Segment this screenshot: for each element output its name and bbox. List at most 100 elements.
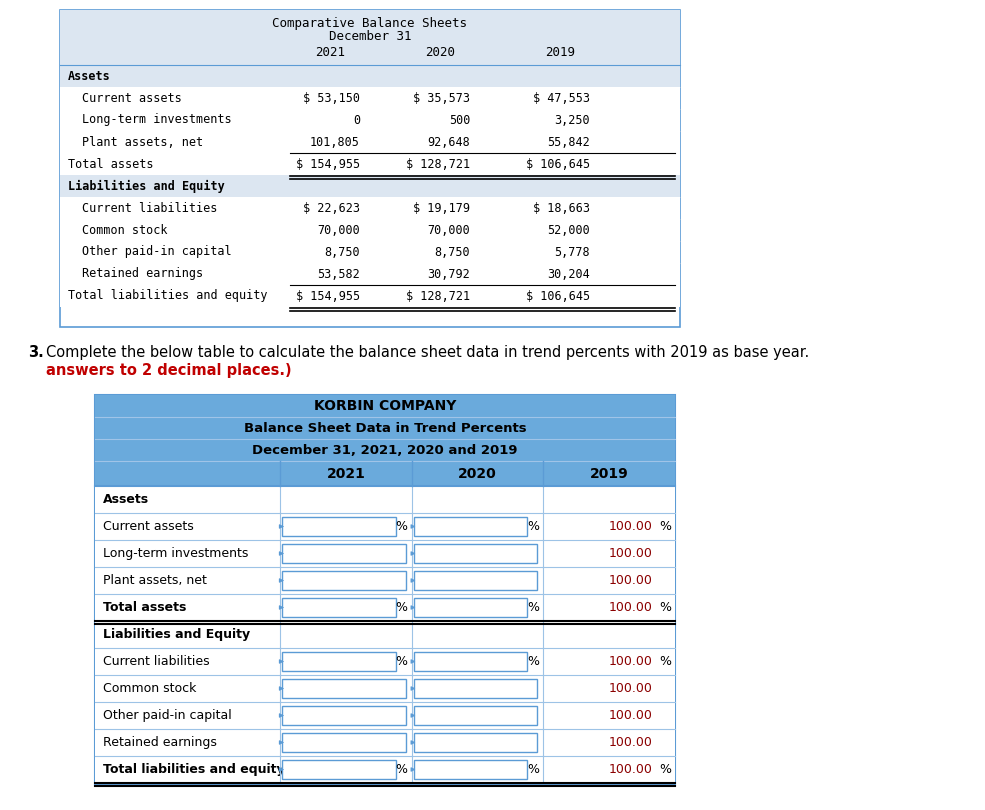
Text: Complete the below table to calculate the balance sheet data in trend percents w: Complete the below table to calculate th…	[46, 345, 810, 360]
Text: %: %	[659, 520, 671, 533]
Text: December 31: December 31	[329, 31, 412, 44]
Text: 2021: 2021	[326, 467, 365, 480]
Bar	[95, 756, 675, 783]
Text: Common stock: Common stock	[82, 224, 167, 237]
Text: 100.00: 100.00	[609, 520, 653, 533]
Bar	[60, 10, 680, 327]
Text: Total liabilities and equity: Total liabilities and equity	[103, 763, 285, 776]
Text: 100.00: 100.00	[609, 736, 653, 749]
Bar	[60, 241, 680, 263]
Bar	[95, 461, 675, 486]
Bar	[95, 648, 675, 675]
Text: answers to 2 decimal places.): answers to 2 decimal places.)	[46, 363, 292, 378]
Text: $ 19,179: $ 19,179	[413, 202, 470, 215]
Text: 5,778: 5,778	[555, 245, 590, 258]
Text: Current liabilities: Current liabilities	[103, 655, 210, 668]
Text: $ 47,553: $ 47,553	[533, 92, 590, 104]
Text: 101,805: 101,805	[310, 135, 360, 148]
Text: Common stock: Common stock	[103, 682, 196, 695]
Text: $ 53,150: $ 53,150	[303, 92, 360, 104]
Bar	[60, 131, 680, 153]
Text: %: %	[396, 601, 408, 614]
Text: Retained earnings: Retained earnings	[103, 736, 217, 749]
Bar	[282, 679, 406, 698]
Text: Long-term investments: Long-term investments	[103, 547, 248, 560]
Text: KORBIN COMPANY: KORBIN COMPANY	[314, 399, 456, 413]
Bar	[60, 10, 680, 65]
Text: 30,204: 30,204	[548, 267, 590, 280]
Bar	[414, 571, 538, 590]
Text: Long-term investments: Long-term investments	[82, 113, 231, 126]
Text: Current assets: Current assets	[103, 520, 194, 533]
Text: %: %	[659, 763, 671, 776]
Text: Plant assets, net: Plant assets, net	[82, 135, 203, 148]
Text: Liabilities and Equity: Liabilities and Equity	[68, 180, 225, 193]
Bar	[95, 540, 675, 567]
Text: 0: 0	[353, 113, 360, 126]
Text: 92,648: 92,648	[427, 135, 470, 148]
Text: 100.00: 100.00	[609, 709, 653, 722]
Bar	[60, 263, 680, 285]
Text: $ 106,645: $ 106,645	[526, 157, 590, 170]
Bar	[414, 706, 538, 725]
Text: %: %	[527, 763, 540, 776]
Text: Total assets: Total assets	[68, 157, 154, 170]
Text: %: %	[396, 520, 408, 533]
Bar	[60, 65, 680, 87]
Text: 100.00: 100.00	[609, 547, 653, 560]
Text: 100.00: 100.00	[609, 655, 653, 668]
Bar	[414, 517, 527, 536]
Text: 70,000: 70,000	[317, 224, 360, 237]
Bar	[282, 598, 396, 617]
Bar	[60, 87, 680, 109]
Text: 2020: 2020	[458, 467, 496, 480]
Text: Assets: Assets	[68, 70, 110, 83]
Bar	[95, 702, 675, 729]
Text: 3,250: 3,250	[555, 113, 590, 126]
Text: 100.00: 100.00	[609, 682, 653, 695]
Text: Comparative Balance Sheets: Comparative Balance Sheets	[273, 16, 468, 29]
Text: Other paid-in capital: Other paid-in capital	[103, 709, 231, 722]
Text: 2020: 2020	[425, 46, 455, 59]
Bar	[95, 439, 675, 461]
Text: Plant assets, net: Plant assets, net	[103, 574, 207, 587]
Bar	[95, 675, 675, 702]
Text: 100.00: 100.00	[609, 601, 653, 614]
Bar	[95, 594, 675, 621]
Text: 3.: 3.	[28, 345, 43, 360]
Text: %: %	[527, 601, 540, 614]
Text: $ 128,721: $ 128,721	[406, 157, 470, 170]
Text: Current assets: Current assets	[82, 92, 182, 104]
Text: %: %	[396, 655, 408, 668]
Text: $ 18,663: $ 18,663	[533, 202, 590, 215]
Bar	[282, 652, 396, 671]
Text: 30,792: 30,792	[427, 267, 470, 280]
Text: %: %	[527, 520, 540, 533]
Text: 500: 500	[448, 113, 470, 126]
Bar	[95, 729, 675, 756]
Text: $ 106,645: $ 106,645	[526, 289, 590, 302]
Bar	[282, 517, 396, 536]
Bar	[95, 486, 675, 513]
Bar	[95, 567, 675, 594]
Bar	[95, 395, 675, 417]
Text: %: %	[396, 763, 408, 776]
Text: 70,000: 70,000	[427, 224, 470, 237]
Bar	[282, 706, 406, 725]
Text: Retained earnings: Retained earnings	[82, 267, 203, 280]
Bar	[414, 760, 527, 779]
Text: $ 154,955: $ 154,955	[296, 157, 360, 170]
Text: $ 35,573: $ 35,573	[413, 92, 470, 104]
Text: Balance Sheet Data in Trend Percents: Balance Sheet Data in Trend Percents	[243, 421, 526, 434]
Bar	[95, 417, 675, 439]
Text: Other paid-in capital: Other paid-in capital	[82, 245, 231, 258]
Bar	[60, 197, 680, 219]
Text: $ 22,623: $ 22,623	[303, 202, 360, 215]
Text: $ 154,955: $ 154,955	[296, 289, 360, 302]
Text: %: %	[659, 601, 671, 614]
Bar	[60, 219, 680, 241]
Bar	[414, 652, 527, 671]
Text: $ 128,721: $ 128,721	[406, 289, 470, 302]
Text: 55,842: 55,842	[548, 135, 590, 148]
Bar	[282, 571, 406, 590]
